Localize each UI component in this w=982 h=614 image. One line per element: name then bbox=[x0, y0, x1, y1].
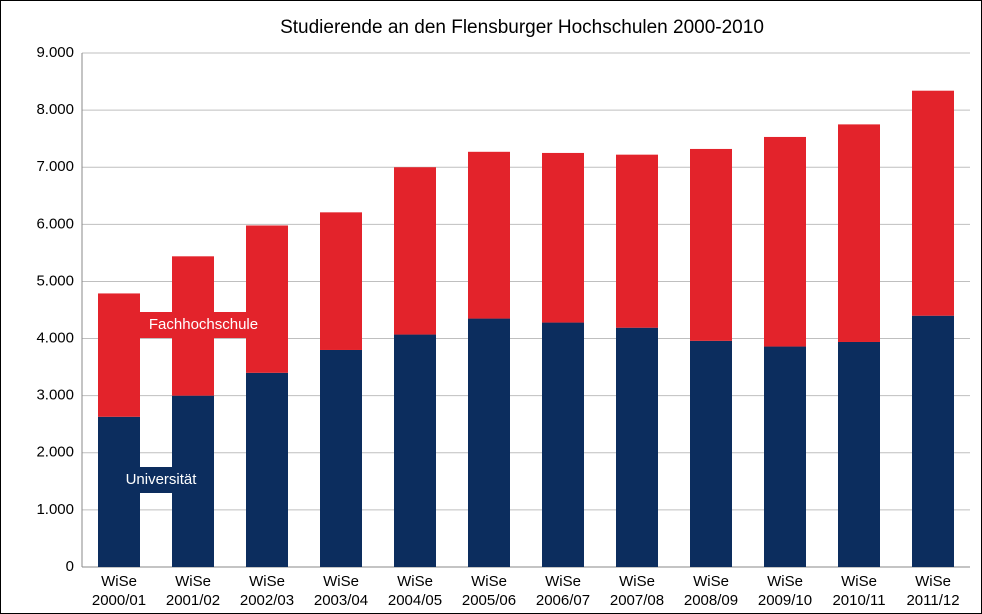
x-tick-label: 2001/02 bbox=[166, 592, 220, 609]
x-tick-label: WiSe bbox=[545, 573, 581, 590]
series-label: Universität bbox=[126, 471, 198, 488]
chart-title: Studierende an den Flensburger Hochschul… bbox=[280, 17, 764, 38]
bar-segment bbox=[542, 322, 584, 567]
bar-segment bbox=[764, 136, 806, 347]
bar-segment bbox=[912, 315, 954, 567]
x-tick-label: WiSe bbox=[175, 573, 211, 590]
bar-segment bbox=[246, 372, 288, 567]
y-tick-label: 5.000 bbox=[36, 272, 74, 289]
x-tick-label: WiSe bbox=[397, 573, 433, 590]
y-tick-label: 8.000 bbox=[36, 101, 74, 118]
x-tick-label: 2002/03 bbox=[240, 592, 294, 609]
bar-segment bbox=[690, 148, 732, 341]
series-label: Fachhochschule bbox=[149, 316, 258, 333]
x-tick-label: 2010/11 bbox=[832, 592, 885, 609]
x-tick-label: 2007/08 bbox=[610, 592, 664, 609]
bar-segment bbox=[838, 341, 880, 567]
x-tick-label: 2011/12 bbox=[906, 592, 959, 609]
x-tick-label: WiSe bbox=[693, 573, 729, 590]
bar-segment bbox=[468, 151, 510, 319]
bar-segment bbox=[542, 152, 584, 323]
bar-segment bbox=[320, 212, 362, 350]
bar-segment bbox=[98, 293, 140, 417]
bar-segment bbox=[912, 90, 954, 316]
y-tick-label: 4.000 bbox=[36, 330, 74, 347]
y-tick-label: 9.000 bbox=[36, 44, 74, 61]
x-tick-label: 2000/01 bbox=[92, 592, 146, 609]
x-tick-label: 2003/04 bbox=[314, 592, 368, 609]
x-tick-label: WiSe bbox=[323, 573, 359, 590]
bar-segment bbox=[838, 124, 880, 342]
bar-segment bbox=[468, 318, 510, 567]
grid bbox=[81, 52, 970, 568]
x-tick-label: 2006/07 bbox=[536, 592, 590, 609]
x-tick-label: WiSe bbox=[249, 573, 285, 590]
bar-segment bbox=[690, 340, 732, 567]
x-tick-label: 2005/06 bbox=[462, 592, 516, 609]
bar-segment bbox=[764, 346, 806, 567]
series-label-box bbox=[124, 312, 283, 338]
x-tick-label: 2008/09 bbox=[684, 592, 738, 609]
y-tick-label: 3.000 bbox=[36, 387, 74, 404]
bar-segment bbox=[394, 167, 436, 335]
bar-segment bbox=[616, 327, 658, 567]
y-tick-label: 1.000 bbox=[36, 501, 74, 518]
x-tick-label: WiSe bbox=[767, 573, 803, 590]
y-tick-label: 6.000 bbox=[36, 215, 74, 232]
bar-segment bbox=[616, 154, 658, 328]
x-tick-label: 2004/05 bbox=[388, 592, 442, 609]
y-tick-label: 2.000 bbox=[36, 444, 74, 461]
x-tick-label: WiSe bbox=[471, 573, 507, 590]
bar-segment bbox=[246, 225, 288, 373]
y-tick-label: 0 bbox=[66, 558, 74, 575]
x-tick-label: 2009/10 bbox=[758, 592, 812, 609]
bar-segment bbox=[394, 334, 436, 567]
x-tick-label: WiSe bbox=[101, 573, 137, 590]
x-tick-label: WiSe bbox=[915, 573, 951, 590]
x-tick-label: WiSe bbox=[841, 573, 877, 590]
x-tick-label: WiSe bbox=[619, 573, 655, 590]
y-tick-label: 7.000 bbox=[36, 158, 74, 175]
labels: 0 1.000 2.000 3.000 4.000 5.000 6.000 7.000 8.00… bbox=[36, 44, 959, 609]
series-label-box bbox=[110, 467, 212, 493]
bar-segment bbox=[320, 349, 362, 567]
